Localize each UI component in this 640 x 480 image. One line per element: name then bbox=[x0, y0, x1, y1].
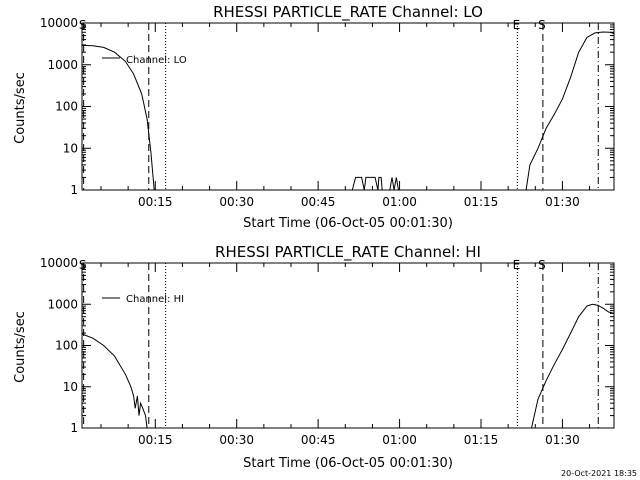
x-tick-label: 00:30 bbox=[219, 433, 254, 447]
y-tick-label: 100 bbox=[55, 100, 78, 114]
x-axis-label: Start Time (06-Oct-05 00:01:30) bbox=[243, 456, 453, 471]
y-axis-label: Counts/sec bbox=[13, 72, 28, 144]
y-tick-label: 1 bbox=[70, 421, 78, 435]
event-marker-label: S bbox=[79, 258, 87, 272]
x-tick-label: 01:15 bbox=[464, 433, 499, 447]
y-tick-label: 10000 bbox=[40, 256, 78, 270]
chart-title: RHESSI PARTICLE_RATE Channel: LO bbox=[213, 3, 483, 22]
chart-title: RHESSI PARTICLE_RATE Channel: HI bbox=[215, 243, 481, 262]
event-marker-label: S bbox=[538, 258, 546, 272]
y-tick-label: 10000 bbox=[40, 16, 78, 30]
x-tick-label: 00:15 bbox=[138, 433, 173, 447]
event-marker-label: S bbox=[79, 18, 87, 32]
event-marker-label: S bbox=[538, 18, 546, 32]
x-tick-label: 00:15 bbox=[138, 195, 173, 209]
chart-panel-hi: RHESSI PARTICLE_RATE Channel: HI Start T… bbox=[13, 243, 615, 471]
series-line bbox=[81, 333, 148, 429]
y-tick-label: 10 bbox=[63, 141, 78, 155]
legend-label: Channel: LO bbox=[126, 55, 187, 66]
y-tick-label: 100 bbox=[55, 339, 78, 353]
x-tick-label: 00:45 bbox=[301, 195, 336, 209]
series-line bbox=[525, 31, 615, 191]
y-tick-label: 1 bbox=[70, 183, 78, 197]
x-tick-label: 01:00 bbox=[382, 433, 417, 447]
x-tick-label: 01:00 bbox=[382, 195, 417, 209]
x-tick-label: 01:30 bbox=[545, 195, 580, 209]
y-axis-label: Counts/sec bbox=[13, 311, 28, 383]
event-marker-label: E bbox=[513, 258, 521, 272]
x-tick-label: 00:30 bbox=[219, 195, 254, 209]
chart-panel-lo: RHESSI PARTICLE_RATE Channel: LO Start T… bbox=[13, 3, 615, 231]
series-line bbox=[389, 177, 399, 191]
timestamp: 20-Oct-2021 18:35 bbox=[561, 469, 637, 478]
y-tick-label: 10 bbox=[63, 380, 78, 394]
y-tick-label: 1000 bbox=[47, 58, 78, 72]
x-tick-label: 01:30 bbox=[545, 433, 580, 447]
series-line bbox=[351, 176, 383, 191]
x-tick-label: 01:15 bbox=[464, 195, 499, 209]
x-tick-label: 00:45 bbox=[301, 433, 336, 447]
series-line bbox=[81, 44, 155, 191]
series-line bbox=[531, 303, 615, 429]
event-marker-label: E bbox=[513, 18, 521, 32]
y-tick-label: 1000 bbox=[47, 297, 78, 311]
x-axis-label: Start Time (06-Oct-05 00:01:30) bbox=[243, 216, 453, 231]
legend-label: Channel: HI bbox=[126, 294, 184, 305]
